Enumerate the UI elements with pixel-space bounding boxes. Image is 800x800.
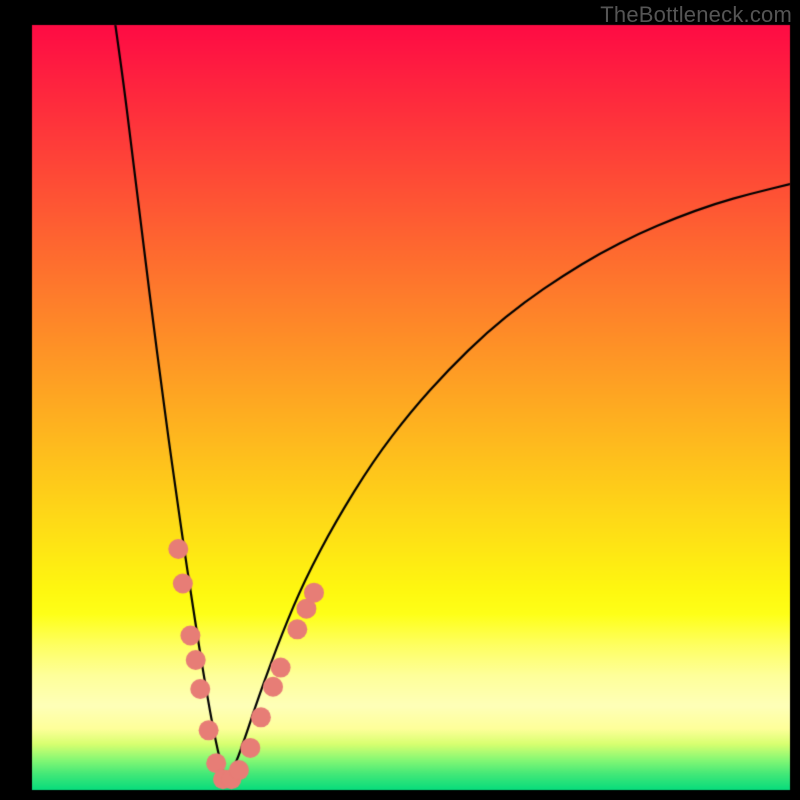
watermark-text: TheBottleneck.com [600, 2, 792, 28]
data-points [0, 0, 800, 800]
bottleneck-chart: TheBottleneck.com [0, 0, 800, 800]
